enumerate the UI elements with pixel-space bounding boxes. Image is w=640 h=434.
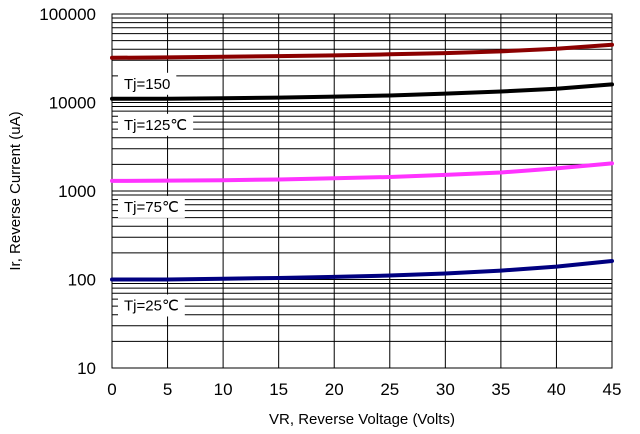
series-label-text: Tj=75℃ bbox=[124, 199, 179, 216]
y-axis-title: Ir, Reverse Current (uA) bbox=[7, 111, 24, 270]
y-tick-labels: 10 100 1000 10000 100000 bbox=[39, 5, 96, 378]
x-tick-label: 35 bbox=[491, 380, 510, 399]
x-tick-label: 0 bbox=[107, 380, 116, 399]
series-labels: Tj=150 Tj=125℃ Tj=75℃ Tj=25℃ bbox=[118, 72, 194, 317]
grid bbox=[111, 14, 613, 369]
y-tick-label: 100 bbox=[68, 271, 96, 290]
x-tick-label: 45 bbox=[603, 380, 622, 399]
series-label-0: Tj=150 bbox=[118, 72, 177, 95]
series-line-1 bbox=[110, 82, 614, 101]
series-line-0 bbox=[110, 42, 614, 60]
series-label-3: Tj=25℃ bbox=[118, 294, 185, 317]
y-tick-label: 100000 bbox=[39, 5, 96, 24]
x-tick-label: 40 bbox=[547, 380, 566, 399]
series-label-text: Tj=150 bbox=[124, 76, 170, 93]
y-tick-label: 1000 bbox=[58, 182, 96, 201]
x-tick-labels: 0 5 10 15 20 25 30 35 40 45 bbox=[107, 380, 621, 399]
x-tick-label: 15 bbox=[269, 380, 288, 399]
series-label-text: Tj=25℃ bbox=[124, 298, 179, 315]
x-tick-label: 5 bbox=[163, 380, 172, 399]
y-tick-label: 10 bbox=[77, 359, 96, 378]
y-tick-label: 10000 bbox=[49, 94, 96, 113]
series-label-box bbox=[118, 294, 185, 317]
x-tick-label: 25 bbox=[380, 380, 399, 399]
series-label-1: Tj=125℃ bbox=[118, 113, 194, 136]
series-lines bbox=[110, 42, 614, 282]
x-tick-label: 30 bbox=[436, 380, 455, 399]
x-axis-title: VR, Reverse Voltage (Volts) bbox=[269, 411, 455, 428]
series-label-box bbox=[118, 113, 194, 136]
series-line-2 bbox=[110, 161, 614, 183]
series-label-2: Tj=75℃ bbox=[118, 195, 185, 218]
series-label-box bbox=[118, 72, 177, 95]
series-line-3 bbox=[110, 259, 614, 282]
plot-frame bbox=[111, 13, 613, 369]
series-label-box bbox=[118, 195, 185, 218]
x-tick-label: 20 bbox=[325, 380, 344, 399]
series-label-text: Tj=125℃ bbox=[124, 117, 187, 134]
x-tick-label: 10 bbox=[214, 380, 233, 399]
